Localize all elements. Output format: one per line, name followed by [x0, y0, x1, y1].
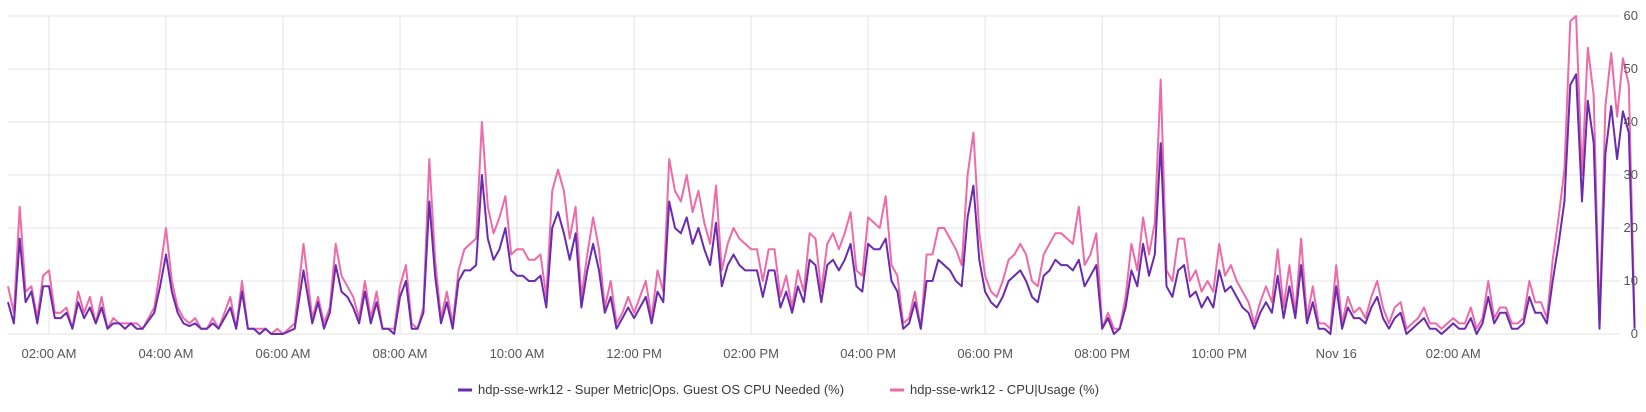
legend: hdp-sse-wrk12 - Super Metric|Ops. Guest … — [458, 382, 1099, 397]
x-tick-label: 02:00 AM — [21, 346, 76, 361]
y-tick-label: 10 — [1624, 273, 1638, 288]
y-tick-label: 0 — [1631, 326, 1638, 341]
x-tick-label: 08:00 AM — [373, 346, 428, 361]
x-tick-label: 12:00 PM — [606, 346, 662, 361]
y-axis: 0 10 20 30 40 50 60 — [1624, 8, 1638, 341]
x-tick-label: 04:00 PM — [840, 346, 896, 361]
x-tick-label: 04:00 AM — [139, 346, 194, 361]
x-tick-label: 08:00 PM — [1074, 346, 1130, 361]
x-axis: 02:00 AM 04:00 AM 06:00 AM 08:00 AM 10:00 AM… — [21, 346, 1480, 361]
y-tick-label: 50 — [1624, 61, 1638, 76]
x-tick-label: 10:00 PM — [1191, 346, 1247, 361]
series-line-0 — [7, 73, 1636, 335]
grid-lines — [8, 15, 1620, 335]
x-tick-label: 10:00 AM — [490, 346, 545, 361]
legend-label[interactable]: hdp-sse-wrk12 - Super Metric|Ops. Guest … — [478, 382, 844, 397]
x-tick-label: 06:00 AM — [256, 346, 311, 361]
y-tick-label: 40 — [1624, 114, 1638, 129]
y-tick-label: 30 — [1624, 167, 1638, 182]
x-tick-label: 02:00 PM — [723, 346, 779, 361]
x-tick-label: Nov 16 — [1316, 346, 1357, 361]
x-tick-label: 06:00 PM — [957, 346, 1013, 361]
y-tick-label: 20 — [1624, 220, 1638, 235]
x-tick-label: 02:00 AM — [1426, 346, 1481, 361]
legend-label[interactable]: hdp-sse-wrk12 - CPU|Usage (%) — [910, 382, 1099, 397]
series-layer — [7, 15, 1636, 335]
y-tick-label: 60 — [1624, 8, 1638, 23]
